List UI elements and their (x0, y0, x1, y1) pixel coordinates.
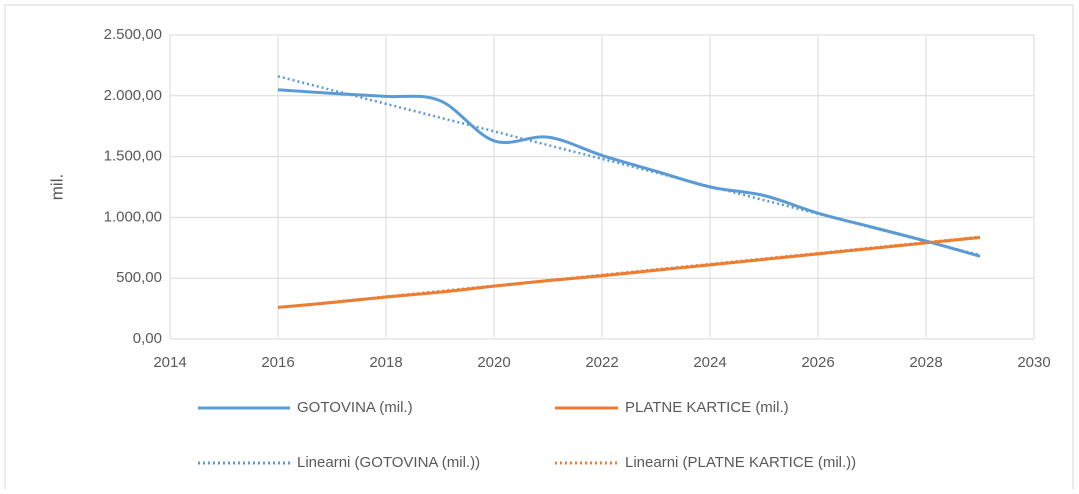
series-line (277, 235, 981, 309)
x-tick-label: 2028 (909, 354, 942, 371)
y-tick-label: 500,00 (116, 269, 162, 286)
y-tick-label: 1.000,00 (104, 208, 162, 225)
x-tick-label: 2026 (801, 354, 834, 371)
x-tick-label: 2030 (1017, 354, 1050, 371)
legend-label: Linearni (PLATNE KARTICE (mil.)) (625, 454, 856, 471)
y-tick-label: 2.500,00 (104, 26, 162, 43)
x-tick-label: 2020 (477, 354, 510, 371)
y-tick-label: 0,00 (133, 330, 162, 347)
x-tick-label: 2018 (369, 354, 402, 371)
x-tick-label: 2016 (261, 354, 294, 371)
series-line (277, 88, 981, 258)
y-tick-label: 2.000,00 (104, 87, 162, 104)
legend-label: Linearni (GOTOVINA (mil.)) (297, 454, 480, 471)
chart-frame (4, 4, 1074, 494)
x-tick-label: 2022 (585, 354, 618, 371)
legend-label: PLATNE KARTICE (mil.) (625, 399, 789, 416)
y-axis-label: mil. (47, 174, 66, 200)
y-tick-label: 1.500,00 (104, 148, 162, 165)
x-tick-label: 2014 (153, 354, 186, 371)
x-tick-label: 2024 (693, 354, 726, 371)
series-line (277, 75, 981, 257)
legend-label: GOTOVINA (mil.) (297, 399, 413, 416)
